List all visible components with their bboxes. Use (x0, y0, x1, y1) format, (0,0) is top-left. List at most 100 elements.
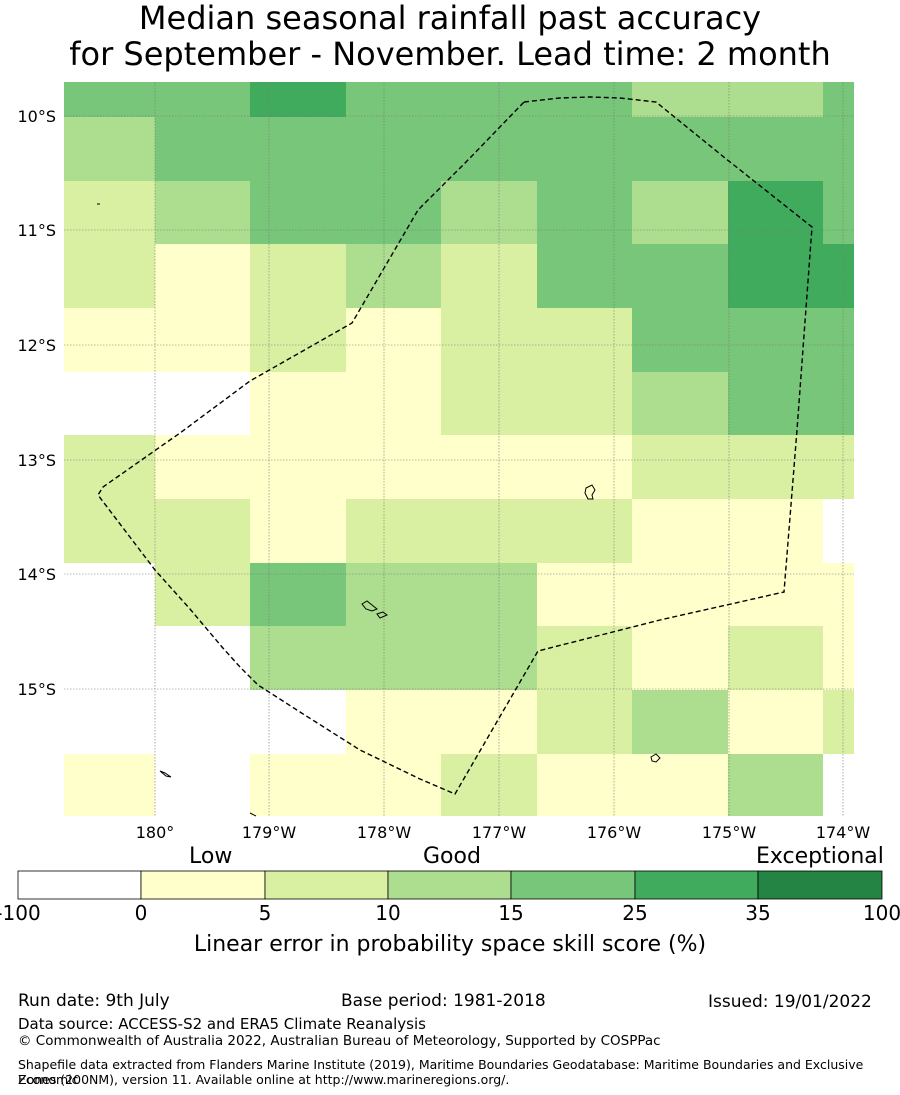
grid-cell (346, 690, 441, 754)
latitude-label: 13°S (17, 451, 56, 470)
grid-cell (537, 372, 632, 435)
grid-cell (728, 82, 823, 117)
grid-cell (155, 435, 250, 499)
grid-cell (64, 563, 155, 626)
grid-cell (441, 626, 537, 690)
run-date: Run date: 9th July (18, 991, 170, 1011)
latitude-label: 11°S (17, 221, 56, 240)
grid-cell (632, 499, 728, 563)
grid-cell (346, 563, 441, 626)
grid-cell (155, 181, 250, 244)
grid-cell (64, 626, 155, 690)
grid-cell (155, 563, 250, 626)
colorbar-bin (634, 870, 759, 900)
longitude-label: 177°W (472, 823, 527, 842)
grid-cell (537, 117, 632, 181)
grid-cell (250, 563, 346, 626)
grid-cell (441, 563, 537, 626)
coastlines (97, 203, 661, 817)
grid-cell (537, 181, 632, 244)
colorbar-tick-label: 35 (745, 901, 771, 925)
grid-cell (64, 308, 155, 372)
grid-cell (441, 754, 537, 816)
grid-cell (632, 117, 728, 181)
latitude-labels: 10°S 11°S 12°S 13°S 14°S 15°S (17, 107, 56, 699)
grid-cell (346, 435, 441, 499)
latitude-label: 14°S (17, 565, 56, 584)
base-period: Base period: 1981-2018 (341, 991, 546, 1011)
grid-cell (537, 499, 632, 563)
grid-cell (346, 181, 441, 244)
grid-cell (441, 308, 537, 372)
grid-cell (441, 117, 537, 181)
colorbar-tick-label: -100 (0, 901, 41, 925)
grid-cell (64, 117, 155, 181)
grid-cell (250, 626, 346, 690)
longitude-label: 175°W (702, 823, 757, 842)
colorbar-tick-label: 10 (375, 901, 401, 925)
legend-title: Linear error in probability space skill … (193, 932, 707, 957)
grid-cell (632, 244, 728, 308)
colorbar-tick-label: 15 (498, 901, 524, 925)
grid-cell (250, 82, 346, 117)
grid-cell (64, 181, 155, 244)
copyright: © Commonwealth of Australia 2022, Austra… (18, 1033, 661, 1049)
grid-cell (728, 117, 823, 181)
grid-cell (64, 82, 155, 117)
grid-cell (537, 690, 632, 754)
grid-cell (346, 499, 441, 563)
grid-cell (441, 435, 537, 499)
island-outline (249, 812, 257, 817)
skill-grid (64, 82, 854, 816)
grid-cell (155, 754, 250, 816)
grid-cell (346, 244, 441, 308)
longitude-label: 174°W (816, 823, 871, 842)
grid-cell (632, 690, 728, 754)
longitude-label: 178°W (357, 823, 412, 842)
grid-cell (823, 372, 854, 435)
longitude-label: 180° (136, 823, 175, 842)
grid-cell (823, 563, 854, 626)
island-outline (159, 770, 172, 778)
shapefile-credit-line-2: Zones (200NM), version 11. Available onl… (18, 1072, 510, 1087)
grid-cell (441, 690, 537, 754)
eez-boundary (97, 96, 813, 795)
grid-cell (155, 372, 250, 435)
grid-cell (537, 244, 632, 308)
grid-cell (537, 435, 632, 499)
grid-cell (823, 117, 854, 181)
grid-cell (441, 82, 537, 117)
grid-cell (823, 435, 854, 499)
grid-cell (823, 82, 854, 117)
grid-cell (250, 499, 346, 563)
colorbar-bin (264, 870, 389, 900)
colorbar-tick-label: 5 (258, 901, 272, 925)
grid-cell (155, 82, 250, 117)
map-title-line-1: Median seasonal rainfall past accuracy (138, 0, 762, 37)
grid-cell (250, 372, 346, 435)
grid-cell (250, 690, 346, 754)
grid-cell (823, 754, 854, 816)
grid-cell (155, 626, 250, 690)
longitude-label: 179°W (242, 823, 297, 842)
island-outline (376, 611, 388, 619)
grid-cell (441, 372, 537, 435)
shapefile-credit-line-1: Shapefile data extracted from Flanders M… (18, 1057, 864, 1087)
grid-cell (155, 244, 250, 308)
grid-cell (441, 499, 537, 563)
grid-cell (632, 82, 728, 117)
colorbar-bin (140, 870, 266, 900)
grid-cell (728, 754, 823, 816)
island-outline (650, 753, 661, 763)
grid-cell (632, 435, 728, 499)
longitude-labels: 180° 179°W 178°W 177°W 176°W 175°W 174°W (136, 823, 871, 842)
grid-cell (250, 244, 346, 308)
grid-cell (441, 181, 537, 244)
grid-cell (250, 117, 346, 181)
grid-cell (346, 82, 441, 117)
latitude-label: 12°S (17, 336, 56, 355)
grid-cell (346, 308, 441, 372)
grid-cell (346, 626, 441, 690)
grid-cell (728, 244, 823, 308)
grid-cell (728, 181, 823, 244)
